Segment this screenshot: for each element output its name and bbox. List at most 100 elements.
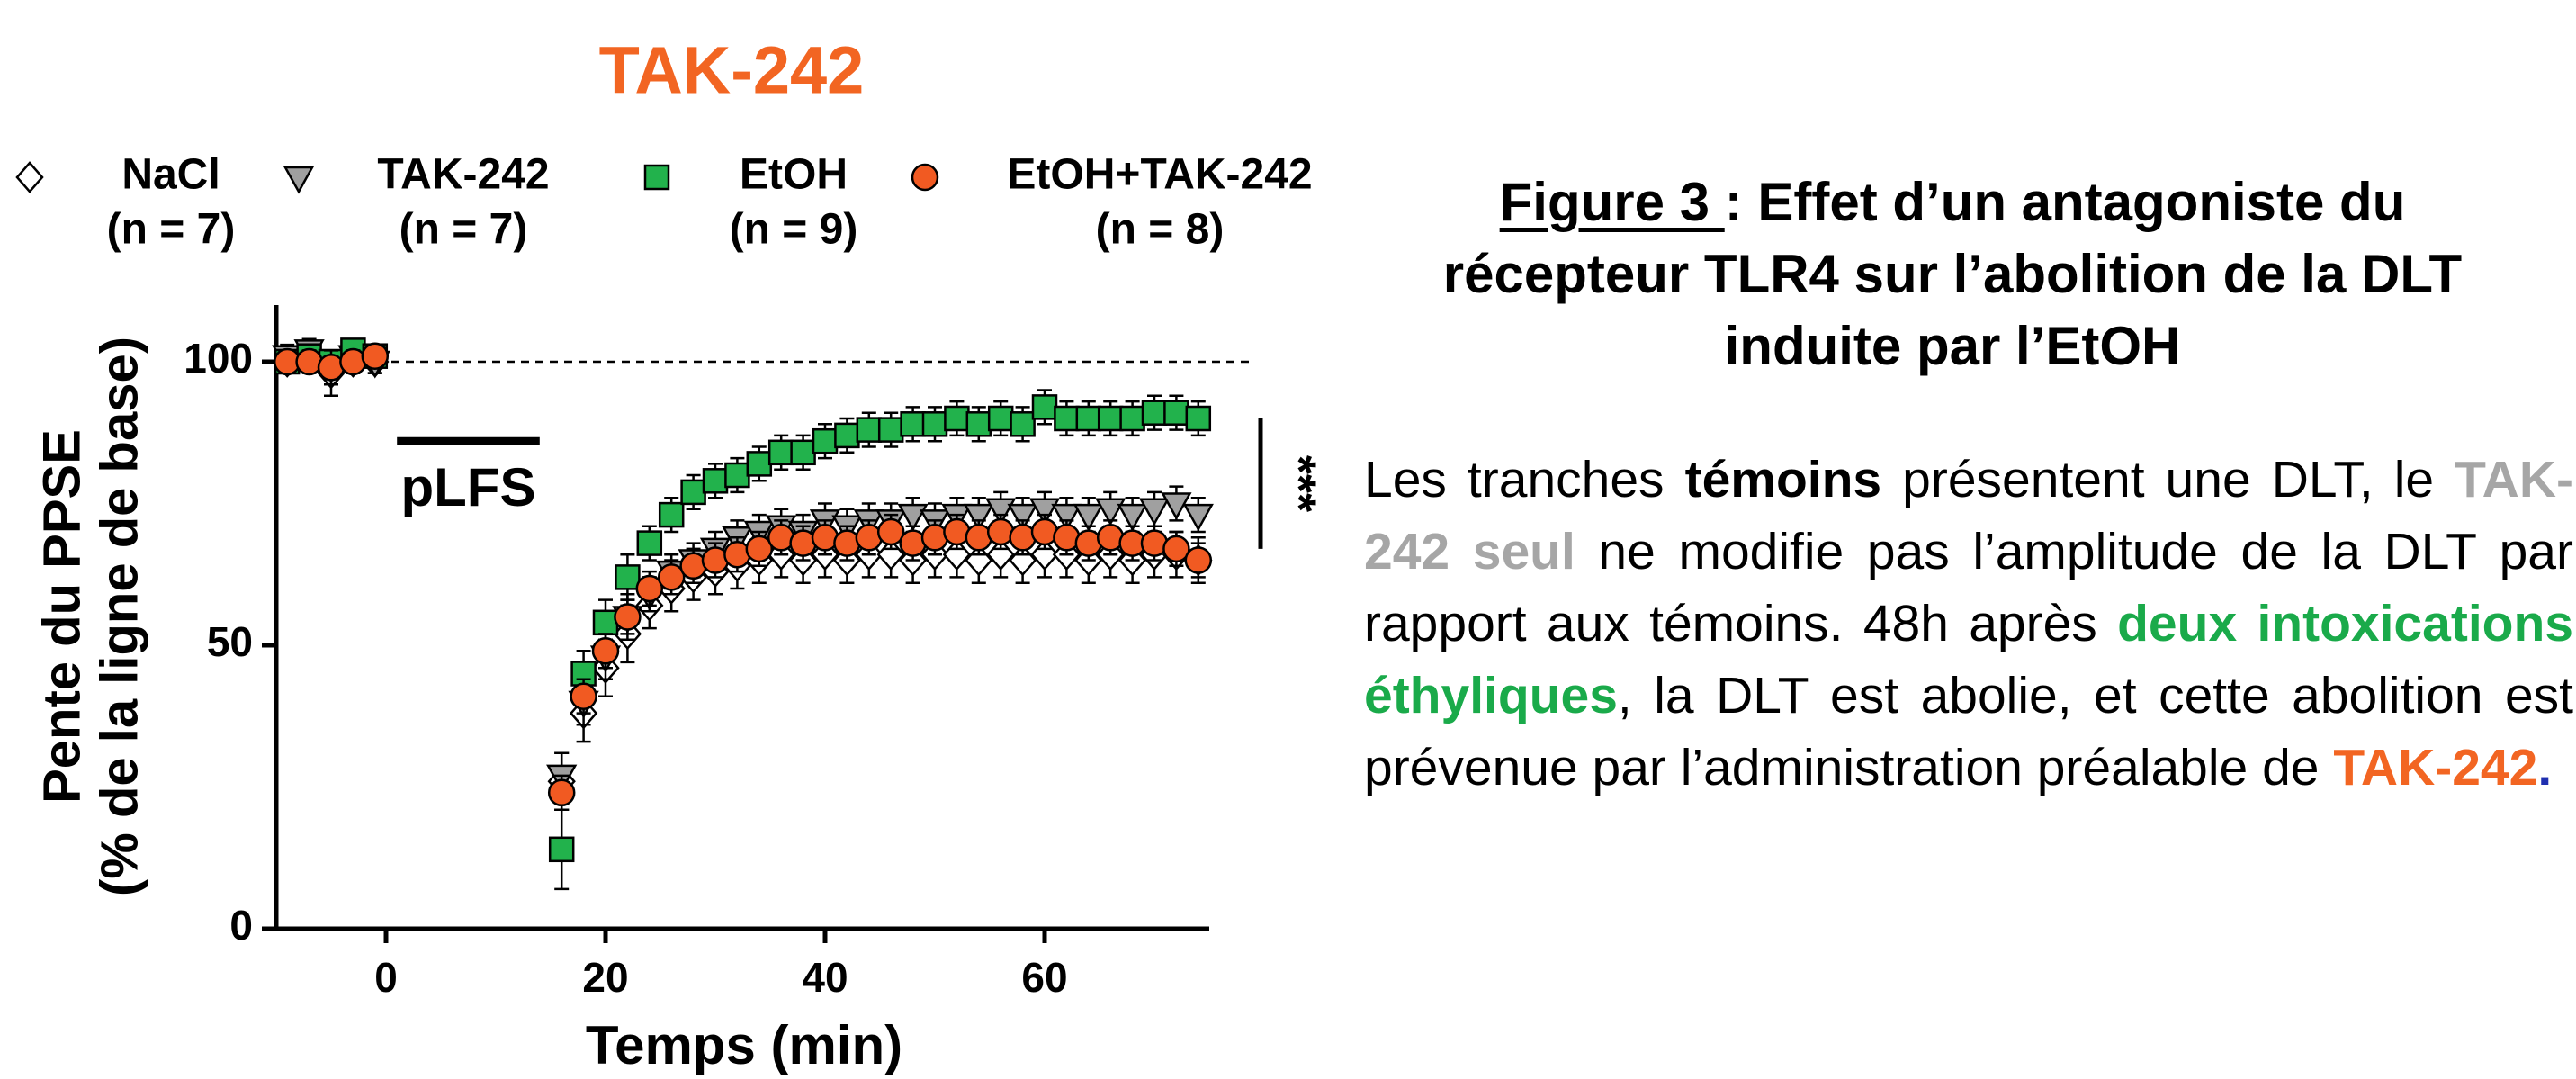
significance-label: ***: [1272, 455, 1326, 512]
legend-n: (n = 7): [399, 206, 528, 254]
data-point: [1031, 394, 1058, 420]
data-point: [897, 503, 929, 532]
data-point: [745, 535, 774, 563]
chart: TAK-242 0 50 100 0 20 40 60 Temps (min) Pente du …: [15, 33, 1326, 1075]
caption-text: témoins: [1684, 451, 1882, 508]
caption-text: TAK-242: [2333, 739, 2538, 796]
data-point: [1051, 503, 1082, 532]
caption-text: présentent une DLT, le: [1881, 451, 2455, 508]
data-point: [986, 538, 1015, 571]
caption-text: , la DLT est abolie, et cette abolition …: [1364, 667, 2573, 796]
y-tick-label: 100: [184, 335, 253, 382]
data-point: [1161, 492, 1192, 521]
data-point: [876, 538, 905, 571]
data-point: [1138, 498, 1171, 526]
x-axis-label: Temps (min): [586, 1015, 902, 1075]
caption-text: Les tranches: [1364, 451, 1685, 508]
data-point: [592, 609, 619, 636]
y-axis-label: Pente du PPSE: [32, 429, 91, 804]
y-tick-label: 50: [207, 618, 253, 665]
x-tick-label: 40: [802, 954, 848, 1001]
chart-title: TAK-242: [599, 33, 865, 108]
data-point: [1097, 405, 1124, 432]
stimulus-label: pLFS: [401, 457, 536, 517]
data-point: [790, 439, 816, 466]
legend-n: (n = 8): [1096, 206, 1225, 254]
legend-label: TAK-242: [377, 151, 549, 199]
data-point: [1073, 503, 1104, 532]
data-point: [1095, 498, 1126, 526]
data-point: [1075, 405, 1102, 432]
data-point: [635, 574, 664, 603]
data-point: [1030, 538, 1059, 571]
data-point: [1007, 503, 1038, 532]
figure-label: Figure 3: [1499, 172, 1725, 232]
data-point: [1054, 405, 1080, 432]
data-point: [548, 836, 575, 863]
data-point: [657, 563, 686, 591]
caption-text: .: [2537, 739, 2553, 796]
legend-n: (n = 9): [730, 206, 858, 254]
data-point: [856, 417, 883, 443]
y-axis-label: (% de la ligne de base): [90, 337, 148, 896]
data-point: [680, 479, 706, 506]
data-point: [636, 530, 663, 556]
caption-text: TAK-242 seul: [1364, 451, 2573, 580]
data-point: [1182, 503, 1214, 532]
caption-body: Les tranches témoins présentent une DLT,…: [1364, 444, 2573, 804]
data-point: [876, 517, 905, 546]
x-tick-label: 20: [582, 954, 628, 1001]
data-point: [615, 564, 641, 590]
data-point: [1010, 411, 1036, 437]
data-point: [767, 439, 794, 466]
data-point: [1185, 405, 1212, 432]
caption-text: ne modifie pas l’amplitude de la DLT par…: [1364, 523, 2573, 652]
legend-label: EtOH+TAK-242: [1007, 151, 1312, 199]
data-point: [570, 682, 597, 710]
legend-marker: [283, 166, 315, 194]
legend-n: (n = 7): [107, 206, 236, 254]
data-point: [812, 427, 839, 454]
data-point: [963, 503, 994, 532]
data-point: [1163, 400, 1189, 426]
data-point: [658, 501, 685, 528]
data-point: [1117, 503, 1148, 532]
data-point: [921, 411, 948, 437]
data-point: [570, 661, 597, 687]
data-point: [900, 411, 926, 437]
legend-marker: [911, 163, 939, 192]
data-point: [965, 544, 993, 577]
data-point: [1008, 544, 1037, 577]
x-tick-label: 0: [374, 954, 398, 1001]
legend-marker: [643, 164, 670, 191]
data-point: [361, 342, 390, 370]
data-point: [944, 405, 970, 432]
data-point: [985, 498, 1017, 526]
data-point: [1119, 405, 1145, 432]
caption-text: deux intoxications éthyliques: [1364, 595, 2573, 724]
data-point: [987, 405, 1014, 432]
data-point: [1141, 400, 1168, 426]
legend-marker: [15, 161, 44, 193]
data-point: [1162, 535, 1190, 563]
legend-label: NaCl: [121, 151, 220, 199]
legend-label: EtOH: [740, 151, 848, 199]
data-point: [965, 411, 992, 437]
data-point: [702, 468, 729, 494]
figure-title: : Effet d’un antagoniste du récepteur TL…: [1442, 172, 2463, 376]
data-point: [591, 637, 620, 665]
data-point: [746, 451, 773, 477]
data-point: [1184, 546, 1213, 574]
data-point: [877, 417, 904, 443]
data-point: [724, 462, 750, 489]
data-point: [942, 538, 972, 571]
x-tick-label: 60: [1021, 954, 1067, 1001]
data-point: [1028, 498, 1061, 526]
data-point: [834, 422, 860, 449]
data-point: [614, 603, 642, 631]
data-point: [547, 778, 576, 807]
y-tick-label: 0: [229, 902, 253, 949]
caption-title: Figure 3 : Effet d’un antagoniste du réc…: [1386, 166, 2519, 382]
